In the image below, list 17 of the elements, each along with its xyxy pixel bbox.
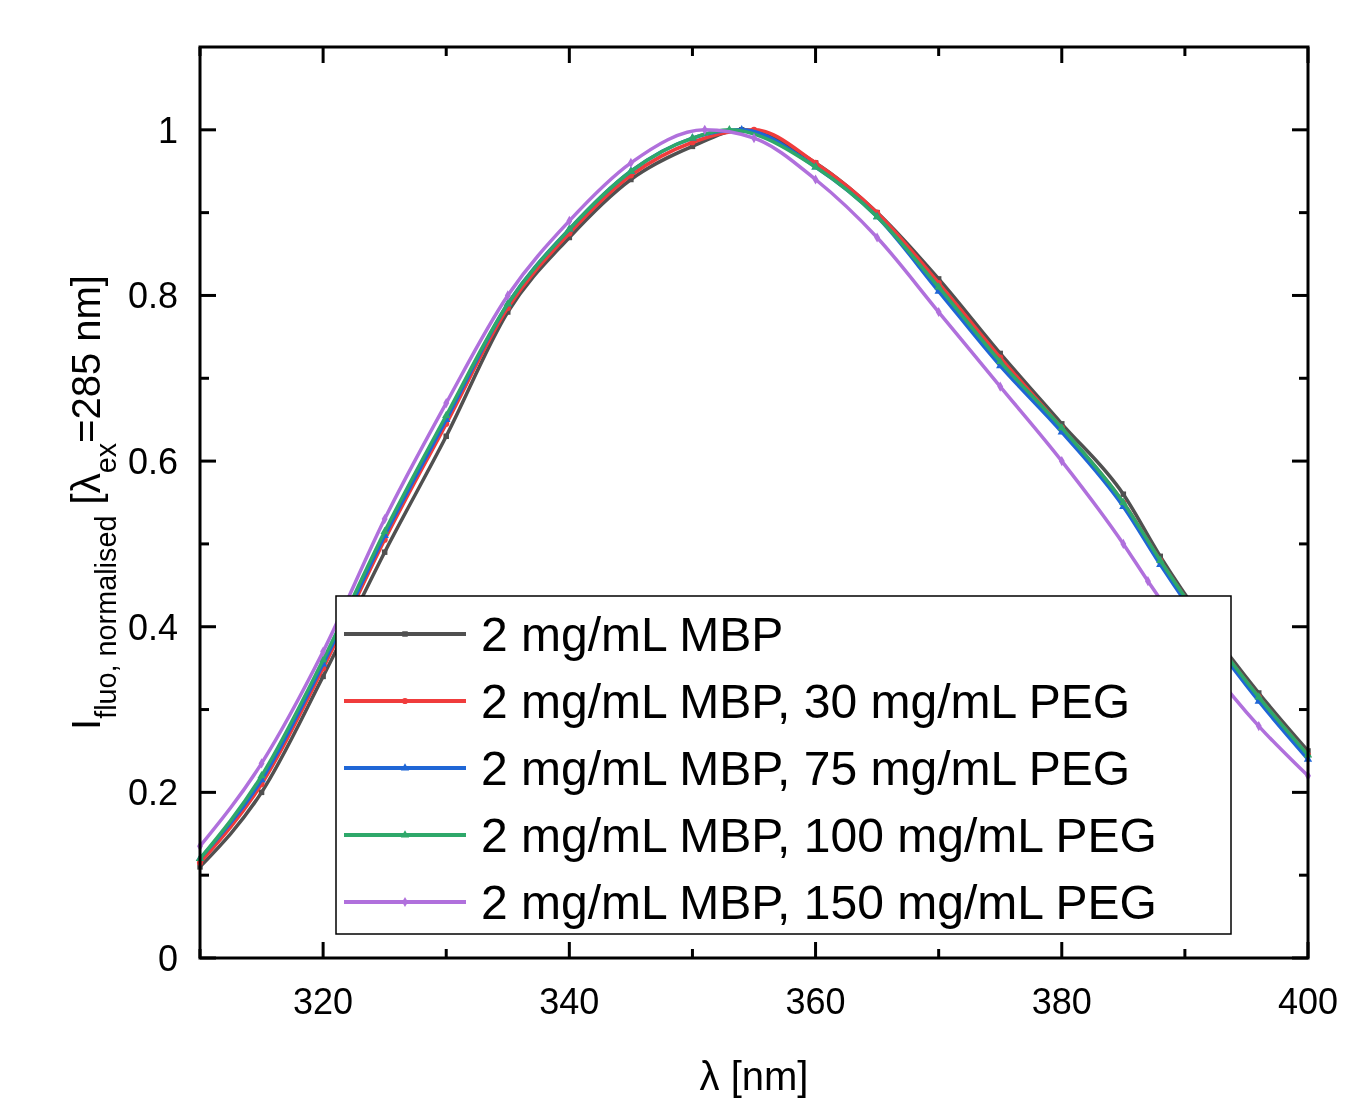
x-tick-label: 340	[539, 981, 600, 1022]
legend-label: 2 mg/mL MBP, 100 mg/mL PEG	[481, 809, 1157, 862]
y-tick-label: 0.6	[127, 441, 178, 483]
x-tick-label: 400	[1277, 981, 1339, 1022]
y-tick-label: 0.8	[127, 275, 178, 317]
y-tick-label: 1	[157, 109, 178, 151]
y-tick-label: 0	[157, 938, 178, 979]
x-tick-label: 320	[293, 981, 354, 1022]
x-axis-title: λ [nm]	[699, 1054, 809, 1098]
x-tick-label: 360	[785, 981, 846, 1022]
y-tick-label: 0.4	[127, 606, 178, 648]
legend-label: 2 mg/mL MBP, 75 mg/mL PEG	[481, 742, 1131, 795]
legend-label: 2 mg/mL MBP	[481, 608, 784, 661]
legend-label: 2 mg/mL MBP, 30 mg/mL PEG	[481, 675, 1131, 728]
legend-label: 2 mg/mL MBP, 150 mg/mL PEG	[481, 876, 1157, 929]
x-tick-label: 380	[1031, 981, 1092, 1022]
y-tick-label: 0.2	[127, 772, 178, 814]
